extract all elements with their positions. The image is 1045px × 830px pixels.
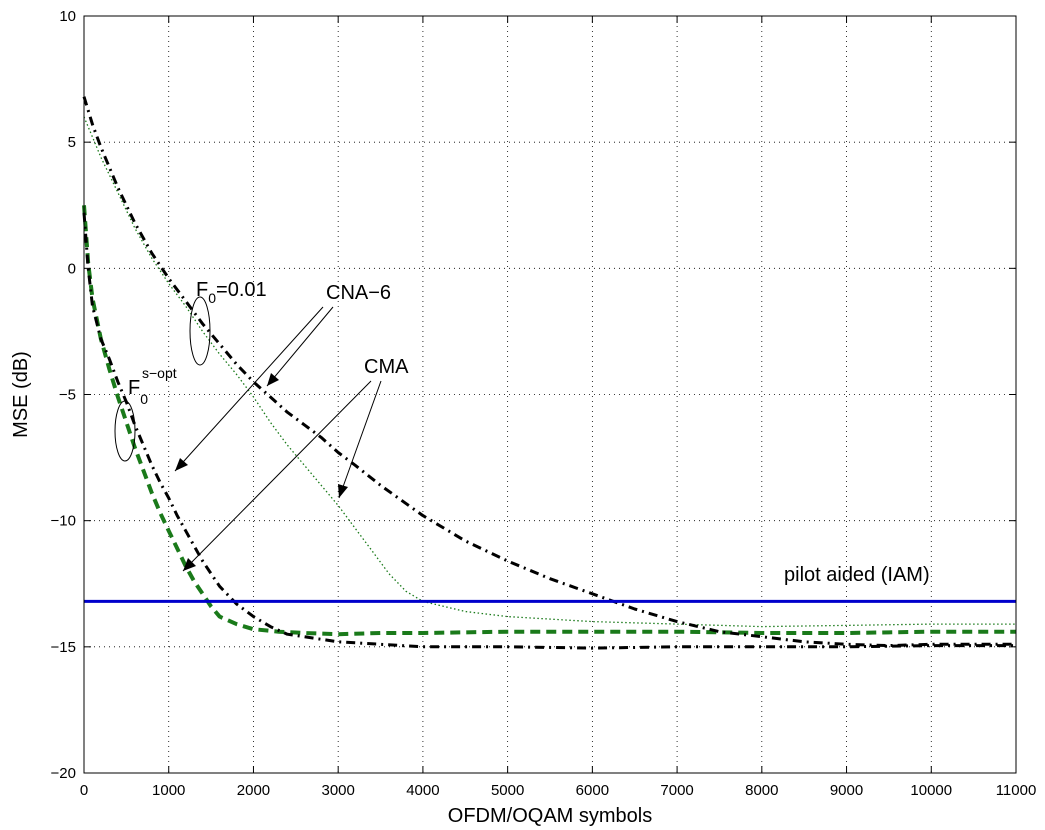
arrow-cma-right <box>338 380 382 499</box>
x-tick-label: 2000 <box>237 782 270 799</box>
x-tick-label: 6000 <box>576 782 609 799</box>
y-tick-label: 5 <box>68 134 76 151</box>
series-line-4 <box>82 96 1016 648</box>
annotation-cma: CMA <box>364 356 409 378</box>
x-tick-label: 4000 <box>406 782 439 799</box>
ellipse-f0-sopt <box>114 400 136 462</box>
annotation-f0-sopt-sup: s−opt <box>142 365 177 381</box>
ellipse-f0-001 <box>189 296 211 366</box>
annotation-f0-sopt: F0 <box>128 377 148 407</box>
arrow-cma-left <box>182 380 372 572</box>
y-axis-label: MSE (dB) <box>10 351 32 438</box>
annotations: F0=0.01 F0 s−opt CNA−6 CMA pilot aided (… <box>114 279 930 586</box>
x-tick-label: 1000 <box>152 782 185 799</box>
y-tick-label: −10 <box>51 513 76 530</box>
plot-lines <box>82 96 1016 650</box>
series-line-3 <box>82 212 1016 650</box>
y-tick-label: −5 <box>59 387 76 404</box>
x-tick-label: 7000 <box>660 782 693 799</box>
y-tick-label: 0 <box>68 260 76 277</box>
x-tick-label: 8000 <box>745 782 778 799</box>
arrow-cna6-right <box>266 306 334 387</box>
y-tick-label: 10 <box>59 8 76 25</box>
y-tick-label: −20 <box>51 765 76 782</box>
axis-ticks: 0 1000 2000 3000 4000 5000 6000 7000 8000 9000 100… <box>51 8 1037 799</box>
annotation-f0-001: F0=0.01 <box>196 279 267 306</box>
x-tick-label: 5000 <box>491 782 524 799</box>
x-axis-label: OFDM/OQAM symbols <box>448 805 652 827</box>
grid <box>84 16 1016 773</box>
annotation-cna6: CNA−6 <box>326 282 391 304</box>
x-tick-label: 9000 <box>830 782 863 799</box>
x-tick-label: 0 <box>80 782 88 799</box>
y-tick-label: −15 <box>51 639 76 656</box>
x-tick-label: 10000 <box>910 782 952 799</box>
series-line-2 <box>83 116 1016 628</box>
x-tick-label: 11000 <box>996 782 1037 799</box>
x-tick-label: 3000 <box>321 782 354 799</box>
arrow-cna6-left <box>174 306 324 472</box>
annotation-pilot-aided: pilot aided (IAM) <box>784 564 930 586</box>
